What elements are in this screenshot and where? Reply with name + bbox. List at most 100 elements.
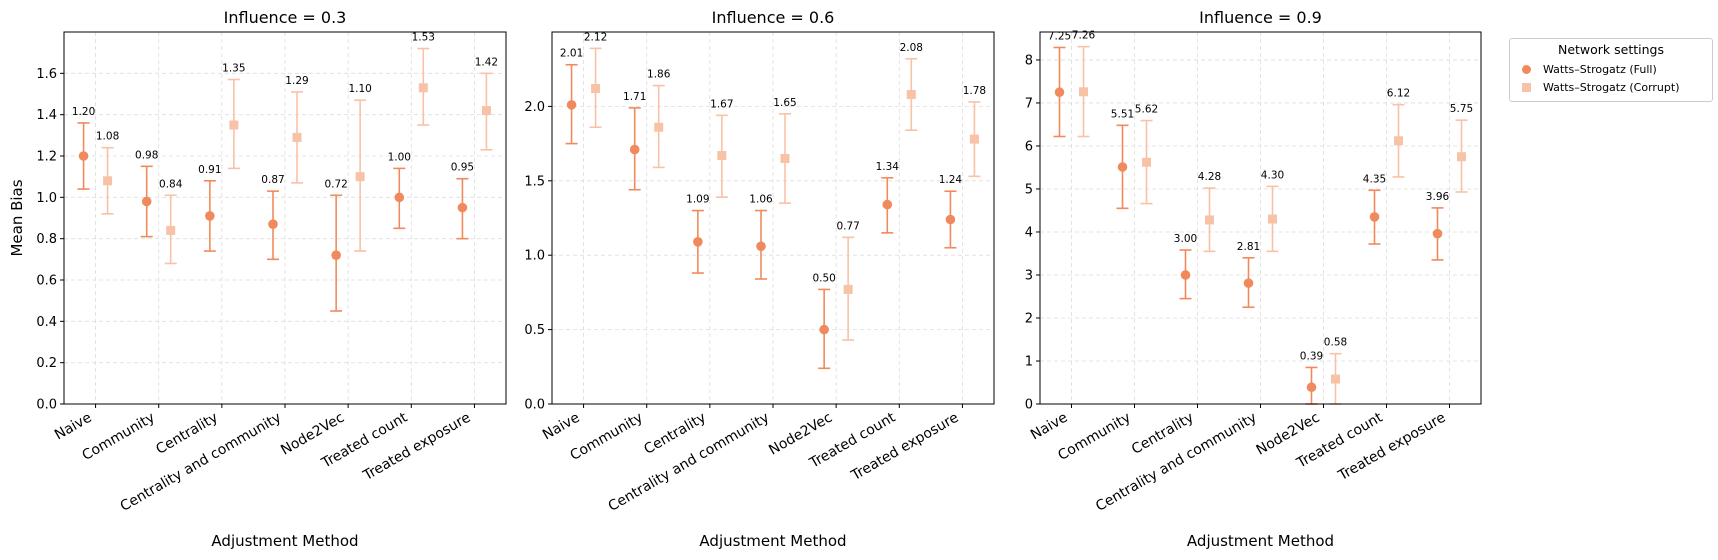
y-tick-label: 8: [1025, 53, 1033, 68]
y-tick-label: 1.4: [36, 108, 57, 123]
legend-label-full: Watts–Strogatz (Full): [1543, 63, 1657, 76]
data-point-full: [141, 196, 152, 207]
data-label: 5.75: [1450, 103, 1473, 115]
data-label: 1.53: [412, 32, 435, 44]
data-point-full: [882, 199, 893, 210]
data-point-full: [1369, 212, 1380, 222]
data-point-corrupt: [1142, 157, 1151, 167]
data-point-corrupt: [481, 106, 491, 116]
data-point-full: [756, 241, 766, 252]
data-point-corrupt: [1394, 136, 1403, 146]
legend-label-corrupt: Watts–Strogatz (Corrupt): [1543, 81, 1680, 94]
data-point-corrupt: [103, 176, 113, 186]
data-label: 4.35: [1363, 173, 1386, 185]
y-tick-label: 4: [1025, 225, 1033, 240]
y-tick-label: 0.8: [36, 232, 57, 247]
data-point-full: [945, 214, 956, 225]
data-label: 2.01: [560, 48, 583, 60]
data-label: 4.28: [1198, 171, 1221, 183]
data-label: 1.86: [647, 69, 671, 81]
data-label: 0.91: [198, 164, 221, 176]
data-label: 1.09: [686, 194, 709, 206]
data-label: 1.78: [963, 85, 986, 97]
legend-square-marker: [1522, 83, 1531, 92]
data-point-full: [1180, 270, 1191, 280]
data-label: 3.96: [1426, 191, 1450, 203]
data-label: 4.30: [1261, 169, 1284, 181]
data-point-full: [268, 219, 278, 229]
y-tick-label: 1: [1025, 354, 1033, 369]
data-label: 1.35: [222, 63, 245, 75]
data-label: 2.08: [900, 42, 923, 54]
y-tick-label: 2.0: [524, 100, 545, 115]
y-tick-label: 0.0: [524, 398, 545, 413]
data-label: 1.34: [876, 161, 900, 173]
y-tick-label: 0: [1025, 398, 1033, 413]
data-point-full: [1243, 278, 1254, 288]
chart-panel-3: 7.25 5.51 3.00 2.81 0.39 4.35 3.96 7.26 5.62 4.28…: [1025, 8, 1482, 550]
data-point-corrupt: [906, 89, 916, 99]
y-tick-label: 1.5: [524, 174, 545, 189]
y-tick-label: 5: [1025, 182, 1033, 197]
data-label: 7.26: [1072, 30, 1096, 42]
data-point-full: [1432, 228, 1443, 239]
data-label: 5.51: [1111, 108, 1134, 120]
y-tick-label: 0.5: [524, 323, 545, 338]
data-label: 3.00: [1174, 233, 1197, 245]
data-label: 7.25: [1048, 30, 1071, 42]
legend-title: Network settings: [1557, 42, 1664, 57]
data-point-corrupt: [1205, 215, 1214, 225]
x-tick-label: Naive: [1028, 410, 1071, 444]
data-point-full: [205, 211, 215, 221]
data-point-corrupt: [1331, 374, 1340, 384]
data-label: 1.65: [773, 97, 796, 109]
data-label: 5.62: [1135, 104, 1158, 116]
data-label: 1.06: [749, 194, 773, 206]
x-tick-label: Naive: [52, 410, 95, 444]
data-point-corrupt: [292, 132, 302, 142]
y-tick-label: 7: [1025, 96, 1033, 111]
data-point-full: [819, 324, 829, 335]
data-point-full: [394, 192, 405, 203]
data-label: 2.12: [584, 31, 607, 43]
y-tick-label: 6: [1025, 139, 1033, 154]
chart-panel-1: 1.20 0.98 0.91 0.87 0.72 1.00 0.95 1.08 0.84 1.35…: [8, 8, 507, 550]
y-tick-label: 3: [1025, 268, 1033, 283]
data-point-corrupt: [166, 225, 176, 235]
legend-item-full: Watts–Strogatz (Full): [1522, 63, 1657, 76]
data-point-corrupt: [780, 153, 790, 163]
data-label: 0.50: [812, 272, 835, 284]
chart-panel-2: 2.01 1.71 1.09 1.06 0.50 1.34 1.24 2.12 1.86 1.67…: [524, 8, 995, 550]
data-point-corrupt: [355, 172, 365, 182]
data-label: 1.71: [623, 91, 646, 103]
data-label: 0.72: [324, 178, 347, 190]
data-label: 1.08: [96, 131, 119, 143]
data-point-corrupt: [969, 134, 979, 144]
x-tick-label: Treated exposure: [848, 410, 962, 485]
data-point-corrupt: [717, 151, 727, 161]
data-label: 0.84: [159, 178, 183, 190]
data-label: 1.10: [348, 83, 371, 95]
data-label: 0.95: [451, 162, 474, 174]
x-axis-label: Adjustment Method: [1187, 532, 1334, 550]
data-point-full: [1306, 382, 1317, 393]
data-label: 0.39: [1300, 350, 1323, 362]
data-label: 1.24: [939, 174, 963, 186]
x-axis-label: Adjustment Method: [699, 532, 846, 550]
y-tick-label: 0.6: [36, 274, 57, 289]
data-label: 1.20: [72, 106, 95, 118]
data-point-full: [78, 151, 89, 161]
x-tick-label: Treated exposure: [1335, 410, 1449, 485]
data-point-corrupt: [229, 120, 239, 130]
legend-item-corrupt: Watts–Strogatz (Corrupt): [1522, 81, 1680, 94]
x-tick-label: Naive: [540, 410, 583, 444]
y-tick-label: 1.2: [36, 150, 57, 165]
legend: Network settings Watts–Strogatz (Full) W…: [1509, 38, 1713, 102]
y-tick-label: 1.0: [36, 191, 57, 206]
x-axis-label: Adjustment Method: [211, 532, 358, 550]
data-label: 0.58: [1324, 337, 1347, 349]
data-point-corrupt: [418, 83, 428, 93]
legend-circle-marker: [1522, 65, 1531, 74]
data-label: 0.77: [836, 220, 859, 232]
